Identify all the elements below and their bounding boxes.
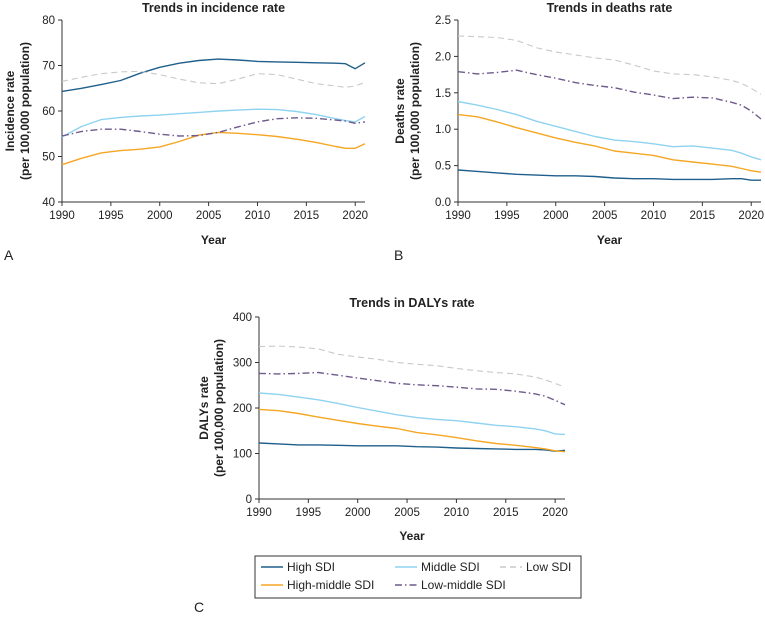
y-axis-title: DALYs rate(per 100,000 population) [197, 339, 226, 477]
panel-b: Trends in deaths rate 0.0 0.5 1.0 1.5 2.0 2.5 1… [393, 1, 764, 263]
x-tick-label: 1990 [246, 507, 272, 519]
y-axis-title: Deaths rate(per 100,000 population) [393, 42, 422, 180]
panel-c: Trends in DALYs rate 0 100 200 300 400 1990 199… [194, 296, 568, 615]
y-tick-label: 0.0 [435, 197, 451, 209]
y-axis-title-line: (per 100,000 population) [212, 339, 226, 477]
series-line-high [457, 169, 761, 181]
x-tick-label: 1995 [98, 210, 124, 222]
y-tick-label: 50 [42, 152, 55, 164]
y-axis-title-line: Deaths rate [393, 78, 407, 144]
y-tick-label: 1.0 [435, 124, 451, 136]
chart-title: Trends in DALYs rate [349, 296, 474, 310]
series-line-high [61, 58, 366, 93]
y-tick-label: 2.5 [435, 15, 451, 27]
y-axis-title-line: (per 100,000 population) [18, 42, 32, 180]
y-tick-label: 2.0 [435, 51, 451, 63]
y-axis-title-line: DALYs rate [197, 376, 211, 440]
y-tick-label: 1.5 [435, 88, 451, 100]
y-tick-label: 40 [42, 197, 55, 209]
series-line-middle [258, 392, 566, 436]
legend-label-low: Low SDI [526, 560, 571, 574]
x-tick-label: 2020 [342, 210, 368, 222]
x-axis-title: Year [597, 233, 623, 247]
series-line-low [457, 35, 762, 95]
series-line-low [258, 345, 566, 388]
series-line-middle [61, 108, 366, 138]
y-tick-label: 300 [233, 358, 252, 370]
series-line-lowmid [61, 117, 366, 137]
panel-letter: C [194, 599, 204, 615]
y-tick-label: 400 [233, 312, 252, 324]
legend: High SDI High-middle SDI Middle SDI Low-mid… [254, 555, 582, 599]
y-tick-label: 0 [246, 494, 252, 506]
panel-letter: A [4, 247, 14, 263]
y-tick-label: 80 [42, 15, 55, 27]
y-tick-label: 200 [233, 403, 252, 415]
y-axis-title: Incidence rate(per 100,000 population) [3, 42, 32, 180]
x-tick-label: 2005 [592, 210, 618, 222]
x-tick-label: 2015 [294, 210, 320, 222]
x-tick-label: 2010 [641, 210, 667, 222]
y-axis-title-line: (per 100,000 population) [408, 42, 422, 180]
x-tick-label: 2010 [245, 210, 271, 222]
x-tick-label: 2015 [493, 507, 519, 519]
legend-label-highmid: High-middle SDI [287, 578, 374, 592]
x-tick-label: 2010 [444, 507, 470, 519]
series-line-highmid [258, 408, 566, 453]
legend-box [254, 555, 582, 599]
chart-title: Trends in deaths rate [547, 1, 673, 15]
x-tick-label: 2000 [543, 210, 569, 222]
series-line-middle [457, 100, 762, 161]
x-tick-label: 2005 [196, 210, 222, 222]
x-tick-label: 2015 [690, 210, 716, 222]
legend-label-middle: Middle SDI [421, 560, 480, 574]
y-tick-label: 70 [42, 61, 55, 73]
x-axis-title: Year [201, 233, 227, 247]
series-line-lowmid [457, 69, 762, 120]
y-tick-label: 0.5 [435, 161, 451, 173]
panel-a: Trends in incidence rate 40 50 60 70 80 1990 19… [3, 1, 368, 263]
series-line-low [61, 70, 366, 88]
x-tick-label: 2000 [147, 210, 173, 222]
series-line-highmid [61, 131, 366, 166]
legend-label-lowmid: Low-middle SDI [421, 578, 506, 592]
series-line-lowmid [258, 371, 566, 406]
x-axis-title: Year [399, 529, 425, 543]
panel-letter: B [394, 247, 403, 263]
legend-label-high: High SDI [287, 560, 335, 574]
chart-title: Trends in incidence rate [142, 1, 285, 15]
x-tick-label: 2000 [345, 507, 371, 519]
series-line-highmid [457, 113, 762, 173]
x-tick-label: 2020 [738, 210, 764, 222]
x-tick-label: 1995 [494, 210, 520, 222]
y-axis-title-line: Incidence rate [3, 70, 17, 151]
series-line-high [258, 442, 566, 452]
x-tick-label: 2020 [542, 507, 568, 519]
y-tick-label: 60 [42, 106, 55, 118]
x-tick-label: 1990 [445, 210, 471, 222]
x-tick-label: 2005 [394, 507, 420, 519]
x-tick-label: 1995 [296, 507, 322, 519]
x-tick-label: 1990 [49, 210, 75, 222]
y-tick-label: 100 [233, 449, 252, 461]
